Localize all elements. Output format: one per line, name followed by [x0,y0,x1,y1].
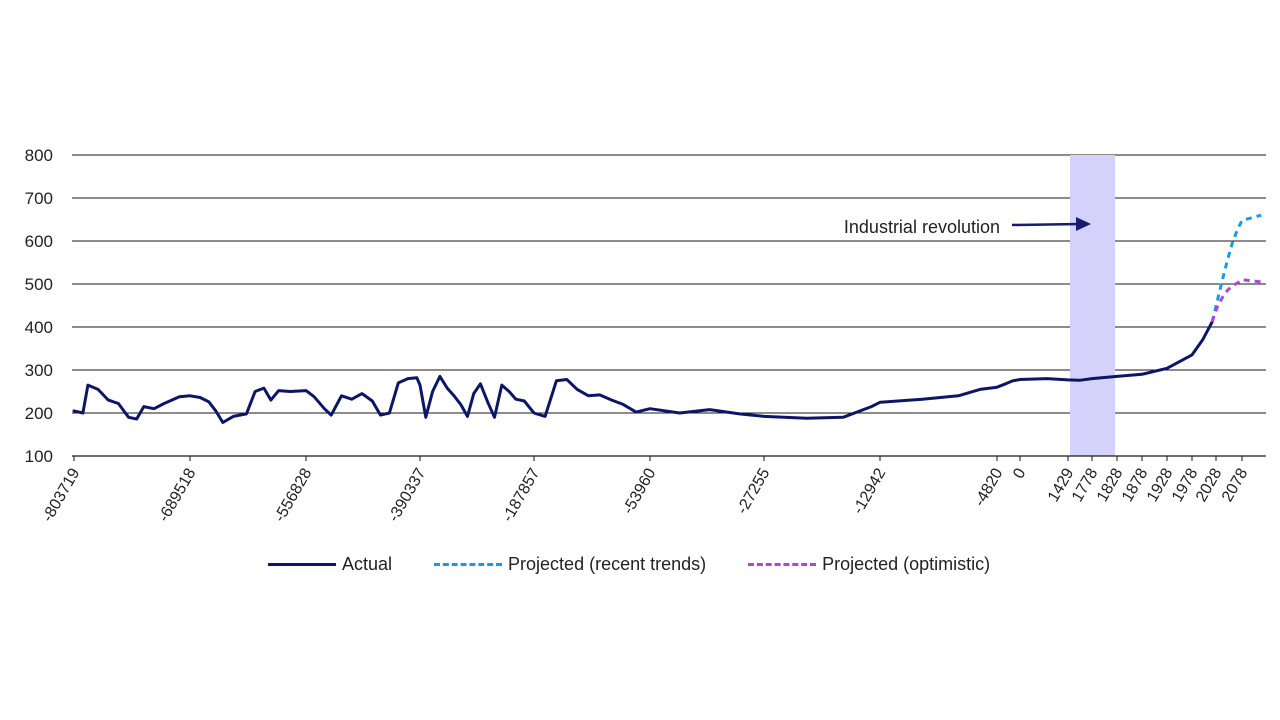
y-tick-label: 100 [25,447,53,466]
legend-label-optimistic: Projected (optimistic) [822,554,991,574]
y-axis-ticks: 100 200 300 400 500 600 700 800 [25,146,53,466]
legend-swatch-optimistic [748,563,817,566]
legend-label-recent: Projected (recent trends) [508,554,707,574]
legend-item-actual: Actual [268,554,392,575]
y-tick-label: 300 [25,361,53,380]
y-tick-label: 200 [25,404,53,423]
x-tick-label: -390337 [385,465,429,524]
y-tick-label: 800 [25,146,53,165]
x-tick-label: 2028 [1193,465,1226,504]
y-tick-label: 400 [25,318,53,337]
industrial-revolution-arrow [1011,217,1091,231]
x-tick-label: 2078 [1219,465,1252,504]
x-tick-label: -12942 [850,465,890,517]
legend-swatch-actual [268,563,336,566]
x-axis: -803719 -689518 -556828 -390337 -187857 -5396… [39,455,1266,525]
industrial-revolution-band [1070,155,1115,456]
x-tick-label: -27255 [734,465,774,517]
x-tick-label: -556828 [271,465,315,524]
legend-label-actual: Actual [342,554,393,574]
y-tick-label: 500 [25,275,53,294]
legend: Actual Projected (recent trends) Project… [268,554,1032,575]
x-tick-label: 0 [1010,465,1029,481]
arrow-head [1076,217,1091,231]
x-tick-label: -4820 [971,465,1006,509]
series-line-1 [1210,213,1262,323]
legend-swatch-recent [434,563,503,566]
arrow-shaft [1011,222,1081,227]
x-tick-label: -803719 [39,465,83,524]
x-tick-label: -53960 [620,465,660,517]
series-line-2 [1210,278,1262,323]
x-tick-label: -187857 [499,465,543,524]
y-tick-label: 600 [25,232,53,251]
legend-item-optimistic: Projected (optimistic) [748,554,990,575]
series-lines [72,213,1262,424]
y-tick-label: 700 [25,189,53,208]
gridlines [72,154,1266,457]
x-tick-label: -689518 [155,465,199,524]
legend-item-recent: Projected (recent trends) [434,554,706,575]
industrial-revolution-label: Industrial revolution [844,217,1000,237]
series-line-0 [72,320,1214,424]
